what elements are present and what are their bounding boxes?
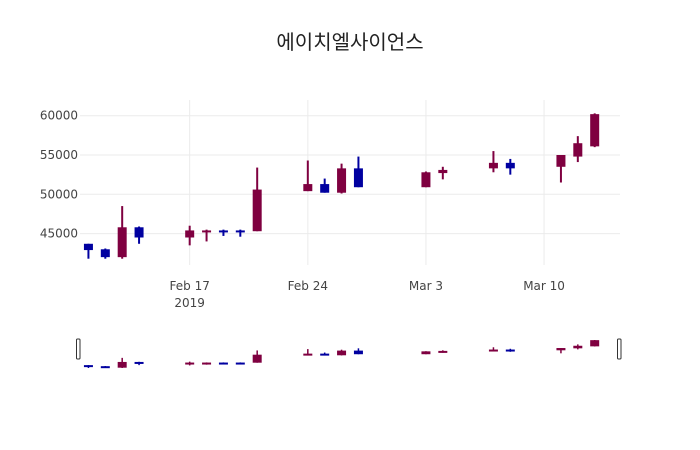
mini-candle [100,366,110,369]
mini-candle-body [320,353,330,356]
mini-candle-body [218,362,228,365]
mini-candle [573,344,583,350]
mini-candle-body [202,362,212,365]
x-axis: Feb 17 2019 Feb 24 Mar 3 Mar 10 [170,279,565,310]
mini-candle-body [337,350,347,356]
increasing-candle [573,136,583,163]
decreasing-candle [353,156,363,188]
candle-body [117,227,127,258]
grid-lines [80,100,620,265]
increasing-candle [337,163,347,194]
range-slider-right-handle[interactable] [617,338,622,360]
mini-candle [303,349,313,356]
range-slider[interactable] [76,338,622,369]
increasing-candle [590,113,600,148]
mini-candle [438,350,448,353]
chart-title: 에이치엘사이언스 [276,30,423,54]
mini-candle-body [235,362,245,365]
increasing-candle [117,206,127,259]
decreasing-candle [505,158,515,175]
mini-candle-body [117,361,127,368]
mini-candle-body [303,353,313,356]
increasing-candle [421,171,431,188]
increasing-candle [252,167,262,232]
candle-body [421,172,431,188]
candle-body [337,168,347,193]
candle-body [573,143,583,157]
increasing-candle [556,155,566,183]
mini-candle [202,362,212,365]
candle-body [134,227,144,238]
increasing-candle [303,160,313,192]
x-tick-label: Mar 10 [523,279,565,293]
candle-body [353,168,363,188]
mini-candle [185,361,195,366]
range-slider-left-handle[interactable] [76,338,81,360]
y-tick-label: 55000 [40,148,78,162]
candle-body [556,155,566,167]
mini-candle [252,350,262,363]
increasing-candle [488,151,498,173]
candle-body [303,184,313,192]
mini-candle-body [100,366,110,369]
candle-body [590,114,600,147]
decreasing-candle [100,248,110,259]
mini-candle-body [353,350,363,355]
candle-body [488,162,498,169]
increasing-candle [185,225,195,246]
decreasing-candle [83,243,93,259]
candle-body [438,169,448,174]
decreasing-candle [235,229,245,237]
x-tick-label: Feb 17 [170,279,210,293]
mini-candle [218,362,228,365]
candle-body [100,249,110,258]
mini-candle [505,348,515,352]
mini-candle-body [83,365,93,368]
mini-candle-body [505,349,515,352]
mini-candle [421,351,431,355]
mini-candle-body [438,350,448,353]
mini-candle [337,349,347,356]
mini-candle-body [488,349,498,352]
increasing-candle [202,229,212,242]
mini-candle [117,357,127,368]
mini-candle [235,362,245,365]
mini-candle [488,347,498,352]
mini-candle-body [556,348,566,351]
y-tick-label: 60000 [40,109,78,123]
x-tick-label: Feb 24 [288,279,328,293]
candle-body [320,184,330,193]
y-axis: 45000 50000 55000 60000 [40,109,78,241]
mini-candle-body [590,340,600,347]
x-tick-year-label: 2019 [174,296,205,310]
mini-candle [83,365,93,368]
increasing-candle [438,166,448,180]
mini-candle-body [185,362,195,365]
mini-candle [320,352,330,356]
candles-group [83,113,600,259]
candle-body [252,189,262,232]
y-tick-label: 45000 [40,227,78,241]
decreasing-candle [320,178,330,193]
y-tick-label: 50000 [40,187,78,201]
candle-body [202,230,212,233]
x-tick-label: Mar 3 [409,279,443,293]
candle-body [505,162,515,169]
decreasing-candle [218,229,228,236]
mini-candle [590,340,600,347]
mini-candle-body [421,351,431,355]
mini-candle-body [134,361,144,364]
candle-body [218,230,228,233]
mini-candle-body [252,354,262,363]
candle-body [83,243,93,251]
mini-candle-body [573,345,583,349]
candle-body [235,230,245,233]
mini-candle [353,348,363,355]
mini-candle [134,361,144,366]
candle-body [185,230,195,238]
mini-candle [556,348,566,354]
decreasing-candle [134,226,144,244]
